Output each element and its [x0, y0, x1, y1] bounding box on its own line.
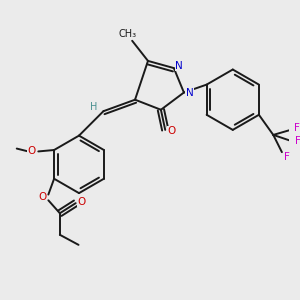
Text: F: F [295, 123, 300, 133]
Text: F: F [284, 152, 290, 162]
Text: CH₃: CH₃ [119, 28, 137, 39]
Text: O: O [38, 192, 46, 203]
Text: N: N [186, 88, 194, 98]
Text: O: O [78, 197, 86, 207]
Text: H: H [90, 102, 97, 112]
Text: O: O [167, 126, 176, 136]
Text: O: O [28, 146, 36, 156]
Text: F: F [295, 136, 300, 146]
Text: N: N [175, 61, 183, 71]
